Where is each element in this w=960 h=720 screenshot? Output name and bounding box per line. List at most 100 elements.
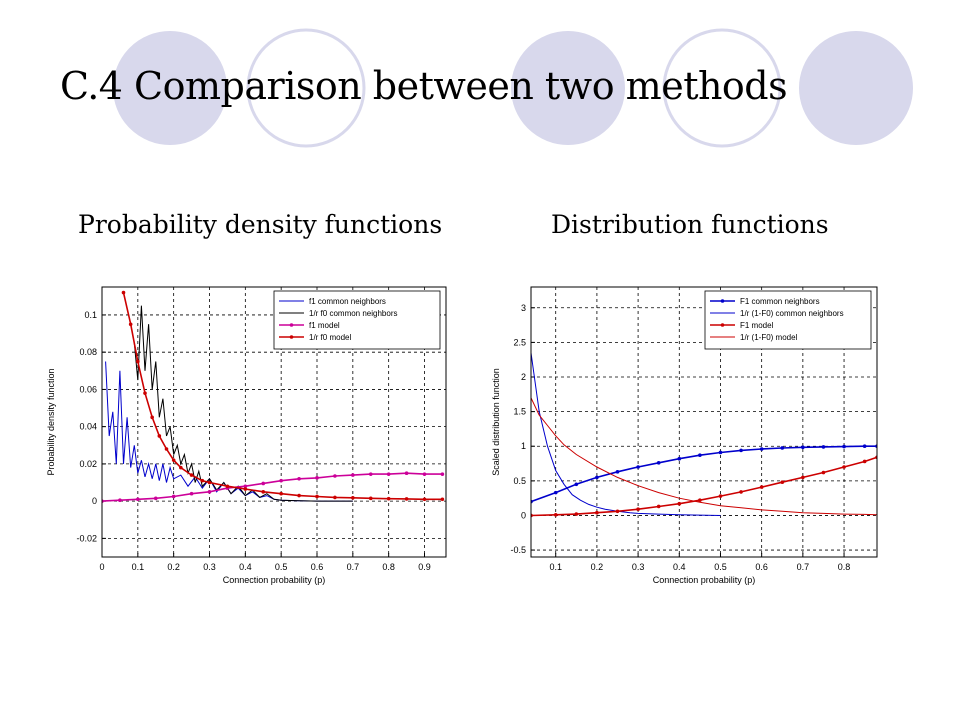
legend-label: 1/r f0 common neighbors	[309, 309, 398, 318]
y-tick-label: 0.08	[79, 347, 97, 357]
data-point	[739, 448, 743, 453]
x-tick-label: 0.1	[132, 562, 145, 572]
decor-circle	[509, 29, 627, 147]
y-tick-label: -0.02	[76, 533, 97, 543]
data-point	[553, 512, 558, 517]
data-point	[136, 497, 140, 502]
data-point	[128, 322, 133, 327]
data-point	[656, 461, 661, 465]
series-line	[531, 456, 877, 517]
x-tick-label: 0.8	[838, 562, 851, 572]
data-point	[243, 487, 248, 491]
legend-label: 1/r f0 model	[309, 333, 351, 342]
data-point	[842, 465, 846, 469]
data-point	[677, 456, 682, 461]
slide-title: C.4 Comparison between two methods	[60, 64, 788, 108]
data-point	[315, 494, 319, 499]
data-point	[333, 495, 337, 500]
legend-label: f1 model	[309, 321, 340, 330]
data-point	[698, 498, 702, 503]
series-line	[102, 472, 443, 502]
x-tick-label: 0.4	[239, 562, 252, 572]
data-point	[440, 472, 445, 476]
data-point	[842, 444, 846, 449]
y-tick-label: 2	[521, 372, 526, 382]
data-point	[404, 471, 409, 476]
y-tick-label: 0	[92, 496, 97, 506]
legend-label: 1/r (1-F0) common neighbors	[740, 309, 844, 318]
plot-frame	[530, 286, 878, 558]
data-point	[422, 472, 427, 476]
data-point	[739, 490, 743, 494]
x-tick-label: 0.5	[275, 562, 288, 572]
data-point	[279, 478, 283, 483]
y-tick-label: 0.02	[79, 459, 97, 469]
data-point	[261, 490, 266, 494]
y-axis-label: Scaled distribution function	[491, 368, 501, 476]
legend: F1 common neighbors 1/r (1-F0) common nei…	[704, 290, 872, 350]
data-point	[677, 501, 682, 506]
x-axis-label: Connection probability (p)	[653, 575, 756, 585]
data-point	[164, 447, 169, 451]
x-tick-label: 0.3	[203, 562, 216, 572]
series-line	[133, 305, 353, 502]
data-point	[440, 497, 445, 502]
decor-circle	[662, 28, 782, 148]
x-tick-label: 0.6	[755, 562, 768, 572]
data-point	[574, 482, 579, 487]
data-point	[315, 476, 319, 480]
series-line	[531, 397, 877, 516]
y-tick-label: 1.5	[513, 407, 526, 417]
data-point	[279, 491, 283, 496]
x-tick-label: 0.2	[167, 562, 180, 572]
x-tick-label: 0.8	[382, 562, 395, 572]
data-point	[422, 497, 427, 502]
data-point	[718, 494, 723, 498]
data-point	[718, 450, 723, 455]
legend-marker	[720, 323, 725, 327]
data-point	[368, 472, 373, 476]
y-tick-label: 0.5	[513, 476, 526, 486]
data-point	[759, 485, 764, 489]
subtitle-pdf: Probability density functions	[78, 210, 443, 239]
decor-circle	[111, 29, 229, 147]
subtitle-distribution: Distribution functions	[551, 210, 829, 239]
decor-circle	[246, 28, 366, 148]
distribution-chart: 0.1 0.2 0.3 0.4 0.5 0.6 0.7 0.8 -0.5 0 0.5 1 1.5 2 2.5…	[491, 286, 878, 585]
y-tick-label: 0.04	[79, 422, 97, 432]
x-tick-label: 0.4	[673, 562, 686, 572]
data-point	[862, 459, 867, 464]
legend-label: F1 common neighbors	[740, 297, 820, 306]
data-point	[179, 465, 183, 470]
data-point	[143, 391, 147, 395]
y-tick-label: 2.5	[513, 337, 526, 347]
legend-label: f1 common neighbors	[309, 297, 386, 306]
x-tick-label: 0.1	[549, 562, 562, 572]
x-tick-label: 0.2	[591, 562, 604, 572]
data-point	[698, 453, 702, 458]
data-point	[118, 498, 122, 503]
series-group	[531, 352, 877, 518]
legend-marker	[289, 335, 294, 339]
pdf-chart: 0 0.1 0.2 0.3 0.4 0.5 0.6 0.7 0.8 0.9 -0.02 0 0.02 0.…	[46, 286, 447, 585]
data-point	[157, 434, 162, 438]
y-tick-label: 3	[521, 303, 526, 313]
data-point	[636, 507, 640, 512]
data-point	[333, 474, 337, 478]
data-point	[171, 458, 176, 462]
y-tick-label: 1	[521, 441, 526, 451]
series-line	[105, 361, 353, 502]
x-tick-label: 0.5	[714, 562, 727, 572]
data-point	[553, 490, 558, 495]
y-tick-label: -0.5	[510, 545, 526, 555]
data-point	[656, 504, 661, 509]
data-point	[150, 415, 154, 420]
data-point	[404, 497, 409, 501]
decor-circle	[797, 29, 915, 147]
data-point	[189, 491, 194, 496]
data-point	[595, 510, 599, 515]
data-point	[189, 473, 194, 477]
data-point	[368, 496, 373, 501]
data-point	[821, 445, 826, 449]
series-group	[102, 290, 445, 503]
